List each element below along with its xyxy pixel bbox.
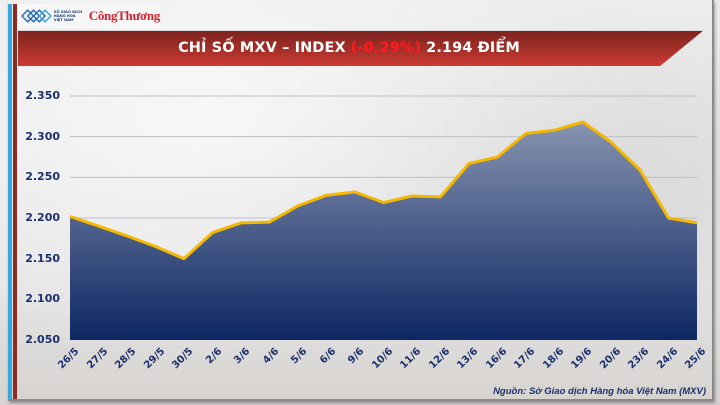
mxv-logo-text: SỞ GIAO DỊCH HÀNG HÓA VIỆT NAM xyxy=(54,10,83,22)
left-accent-blue xyxy=(8,4,12,399)
index-line xyxy=(69,120,698,261)
chart-title: CHỈ SỐ MXV – INDEX (-0,29%) 2.194 ĐIỂM xyxy=(18,30,704,65)
title-change: (-0,29%) xyxy=(350,39,422,56)
congthuong-logo: CôngThương xyxy=(88,8,161,23)
y-tick-label: 2.350 xyxy=(25,89,60,102)
y-tick-label: 2.200 xyxy=(25,211,60,224)
mxv-logo-icon xyxy=(20,9,52,23)
y-tick-label: 2.150 xyxy=(25,251,60,265)
title-banner xyxy=(18,30,704,66)
y-tick-label: 2.250 xyxy=(25,170,60,184)
logo-area: SỞ GIAO DỊCH HÀNG HÓA VIỆT NAM CôngThươn… xyxy=(18,4,160,28)
y-tick-label: 2.050 xyxy=(25,333,60,346)
y-tick-label: 2.100 xyxy=(25,292,60,306)
mxv-line-3: VIỆT NAM xyxy=(53,18,74,22)
left-accent-red xyxy=(13,4,17,399)
y-tick-label: 2.300 xyxy=(25,129,60,143)
title-value: 2.194 ĐIỂM xyxy=(426,39,520,56)
area-fill xyxy=(70,122,697,340)
slide-frame xyxy=(8,0,714,401)
mxv-line-1: SỞ GIAO DỊCH xyxy=(53,10,83,14)
mxv-line-2: HÀNG HÓA xyxy=(53,14,76,18)
source-note: Nguồn: Sở Giao dịch Hàng hóa Việt Nam (M… xyxy=(493,386,706,397)
title-prefix: CHỈ SỐ MXV – INDEX xyxy=(178,39,346,56)
